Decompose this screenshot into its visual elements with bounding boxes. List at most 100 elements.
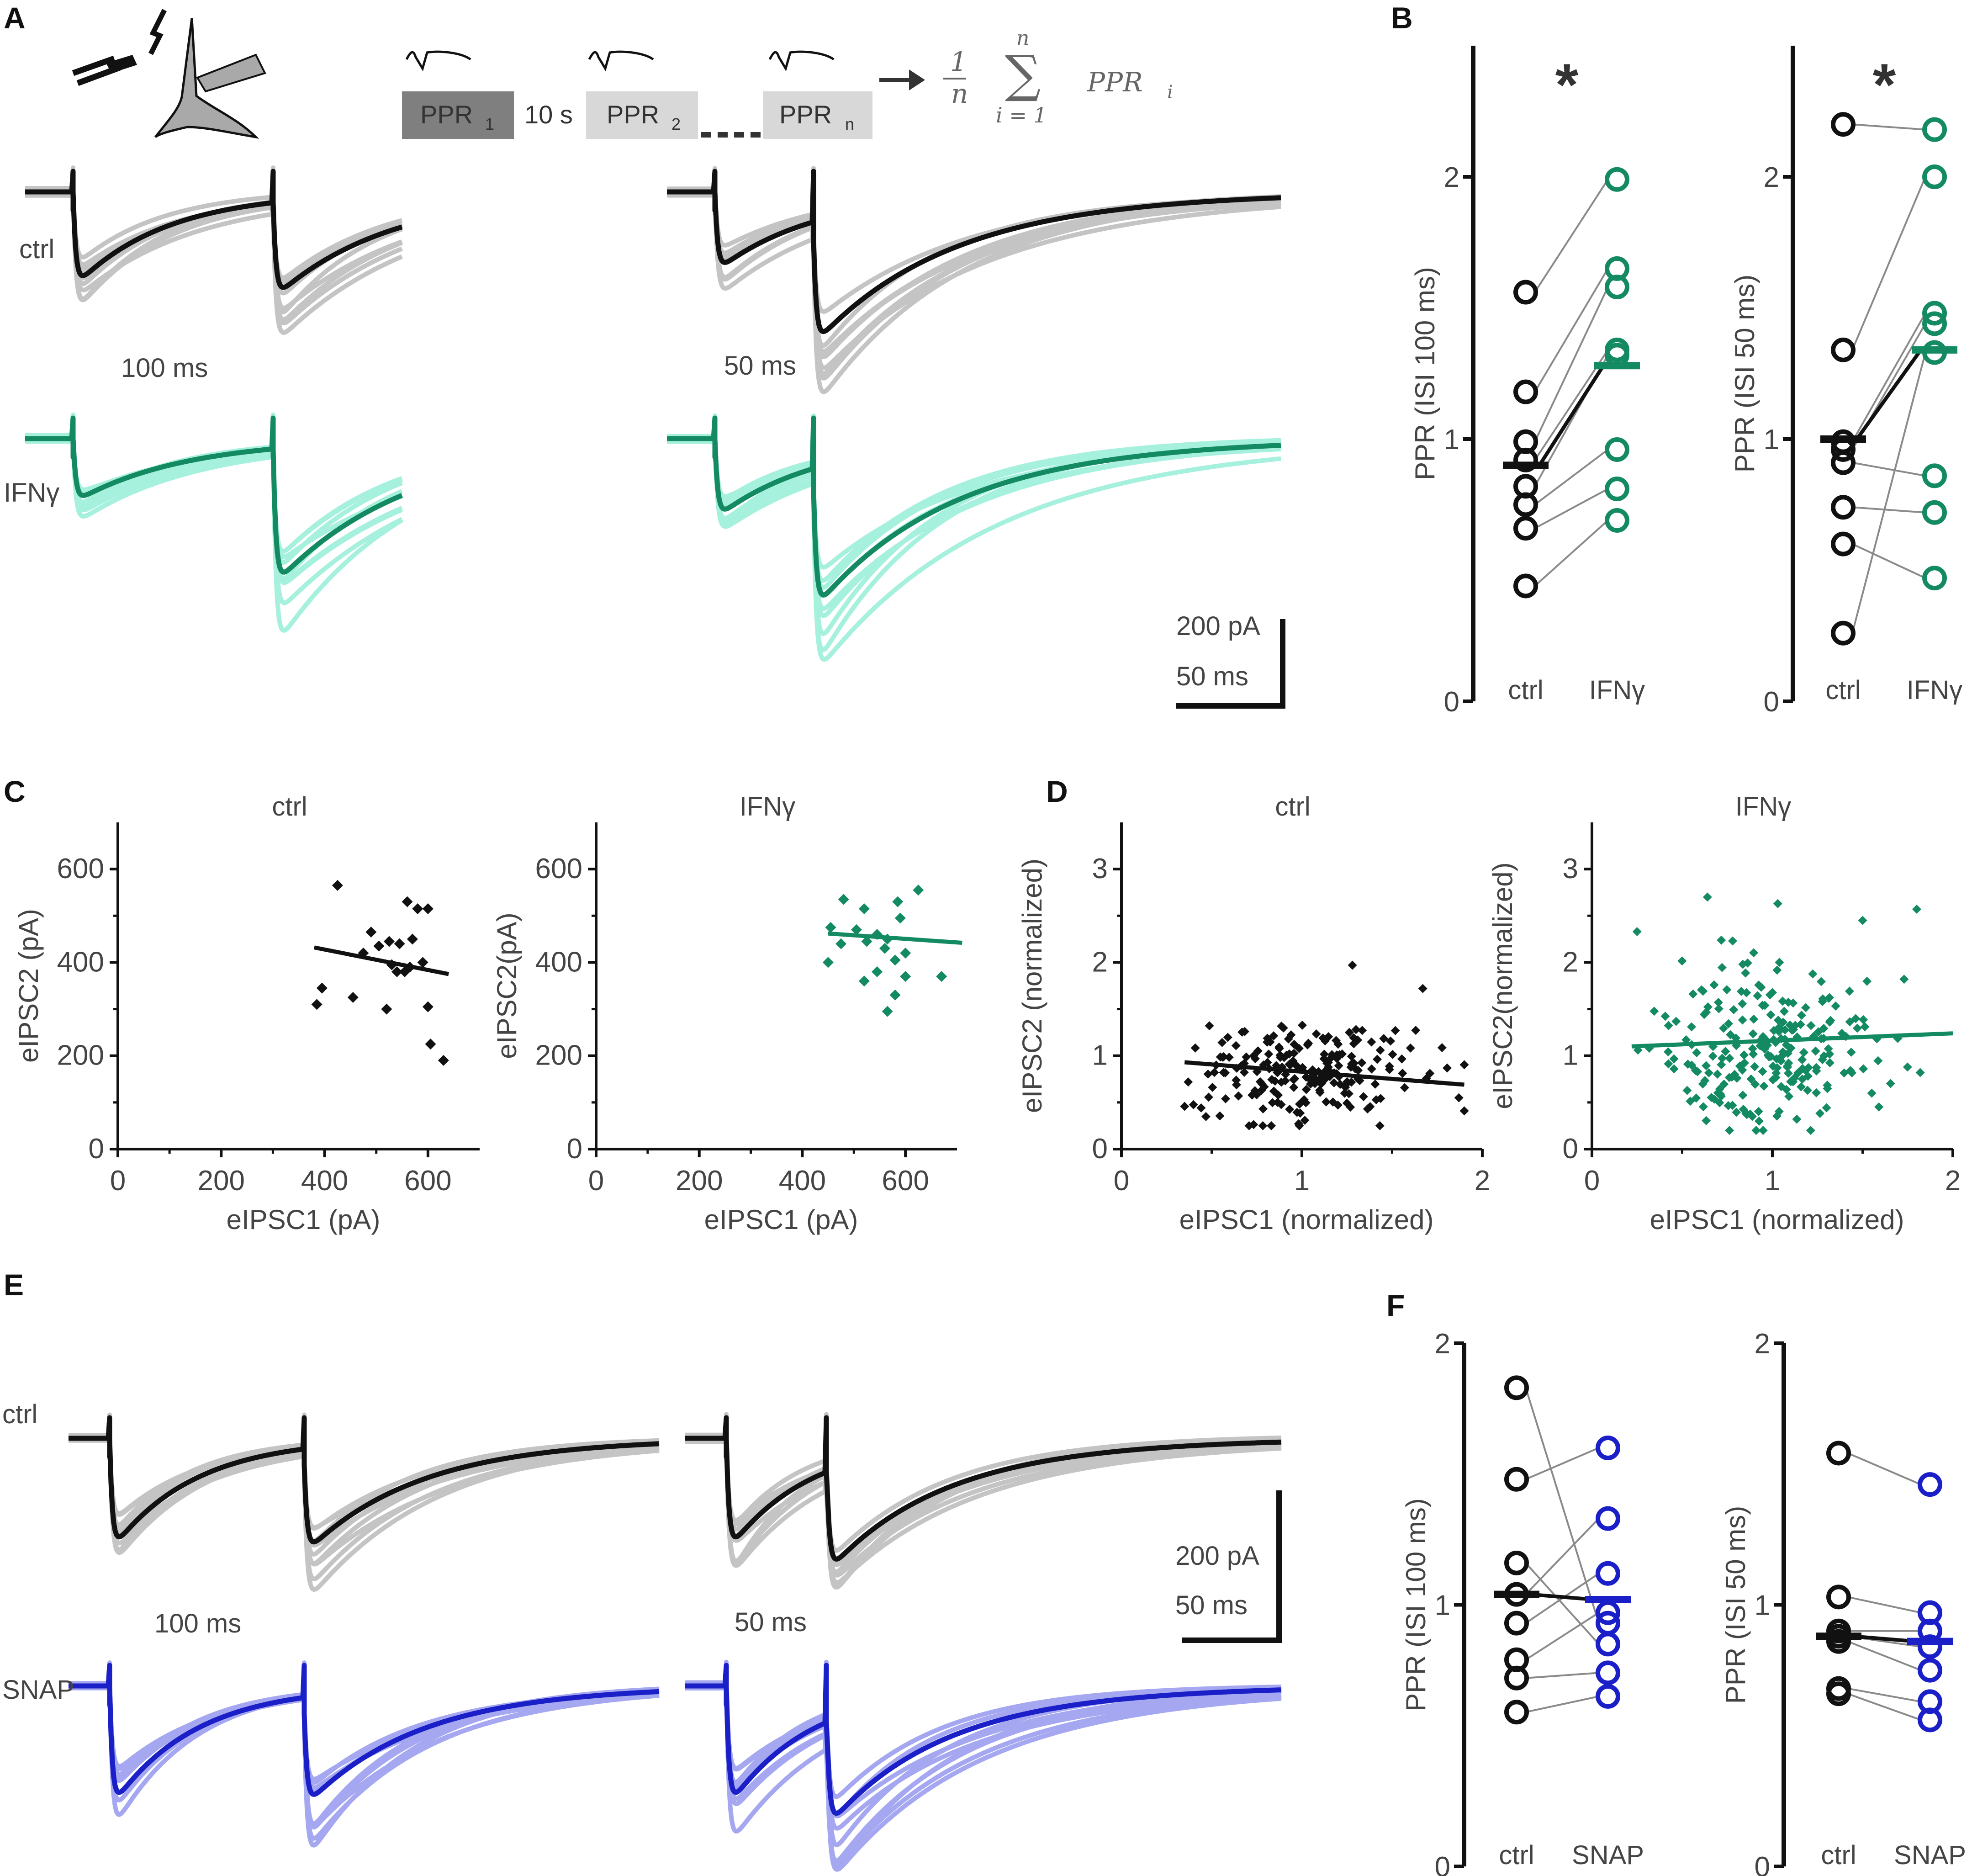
- panelD-point: [1386, 1036, 1396, 1046]
- panelD-point: [1269, 1031, 1279, 1041]
- panel-c: 0 200 400 600 0 200 400 600 ctrl eIPSC2 (pA) eIPSC…: [13, 792, 962, 1235]
- panelC-point: [825, 922, 836, 933]
- panelD-point: [1459, 1106, 1469, 1116]
- trace-a-ifn-100ms-trial: [24, 416, 403, 559]
- panelF-plot-0: 0 1 2 PPR (ISI 100 ms) ctrl SNAP: [1401, 1328, 1644, 1876]
- panelD-point: [1669, 1064, 1679, 1074]
- panelD-point: [1669, 1054, 1679, 1064]
- trace-a-ctrl-50ms-average: [666, 169, 1282, 334]
- trace-e-snap-50ms-trial: [684, 1664, 1282, 1872]
- panelC-point: [838, 894, 849, 905]
- ppr1-box: [402, 91, 514, 139]
- panelD-point: [1289, 1049, 1299, 1058]
- panelC-x-tick-label: 200: [676, 1165, 723, 1197]
- panelF-pair-line: [1525, 1695, 1599, 1713]
- panelD-point: [1772, 1054, 1782, 1064]
- formula-term-subscript: i: [1167, 82, 1173, 103]
- panelD-point: [1315, 1086, 1324, 1095]
- panelB-group-treat-0: IFNγ: [1589, 675, 1645, 705]
- panelB-y-tick-label-0: 1: [1444, 424, 1459, 456]
- panelB-pair-line: [1534, 519, 1609, 587]
- panelD-point: [1784, 1092, 1794, 1101]
- trace-a-ctrl-50ms-trial: [666, 167, 1282, 381]
- panelC-x-tick-label: 600: [882, 1165, 929, 1197]
- panelD-point: [1753, 991, 1762, 1001]
- protocol-diagram: PPR 1 10 s PPR 2 PPR n 1 n n ∑ i = 1 PPR…: [402, 26, 1173, 139]
- panelD-point: [1320, 1055, 1329, 1064]
- panelD-point: [1274, 1090, 1283, 1100]
- panelD-point: [1372, 1055, 1382, 1064]
- panelD-point: [1749, 1014, 1759, 1024]
- panelC-y-tick-label: 400: [57, 946, 104, 978]
- panelD-point: [1819, 1023, 1829, 1033]
- panelD-point: [1347, 1052, 1356, 1061]
- panelD-x-tick-label: 2: [1475, 1165, 1490, 1197]
- panelB-ctrl-point: [1513, 447, 1538, 472]
- panelD-point: [1660, 1012, 1670, 1021]
- panelD-point: [1831, 1001, 1840, 1011]
- panelD-y-tick-label: 3: [1092, 853, 1108, 885]
- panelD-point: [1717, 1060, 1726, 1070]
- protocol-interval: 10 s: [524, 100, 573, 129]
- panelB-pair-line: [1852, 123, 1926, 131]
- panelC-title-0: ctrl: [272, 792, 307, 821]
- panelD-point: [1273, 1097, 1282, 1107]
- panelB-treat-point: [1922, 311, 1947, 336]
- panelB-pair-line: [1852, 543, 1926, 579]
- panelD-point: [1300, 1116, 1310, 1125]
- panelB-ctrl-point: [1513, 516, 1538, 541]
- panelB-group-ctrl-1: ctrl: [1825, 675, 1861, 705]
- panelD-point: [1707, 1093, 1716, 1102]
- pprn-label: PPR: [779, 100, 832, 129]
- panelD-point: [1385, 1065, 1394, 1074]
- panelD-point: [1329, 1078, 1339, 1087]
- trace-e-snap-50ms-average: [684, 1663, 1283, 1816]
- panelD-point: [1899, 975, 1909, 984]
- panelD-point: [1783, 1068, 1793, 1078]
- panelD-point: [1397, 1054, 1406, 1064]
- panelD-point: [1862, 976, 1872, 986]
- scalebar-e: 200 pA 50 ms: [1175, 1490, 1282, 1643]
- panelD-point: [1267, 1121, 1276, 1130]
- trace-a-ifn-100ms-average: [24, 415, 403, 575]
- panelC-point: [381, 1003, 392, 1015]
- panelD-point: [1379, 1034, 1389, 1044]
- panelD-point: [1717, 935, 1726, 945]
- panelD-point: [1730, 1070, 1739, 1079]
- trace-a-ctrl-50ms-trial: [666, 170, 1282, 355]
- trace-a-ifn-50ms-trial: [666, 413, 1282, 583]
- panelB-y-tick-label-1: 0: [1764, 686, 1779, 718]
- panelD-point: [1367, 1037, 1376, 1047]
- panelD-point: [1718, 1054, 1727, 1063]
- panelD-point: [1306, 1079, 1315, 1089]
- panelD-point: [1664, 1059, 1673, 1069]
- panelC-point: [892, 896, 904, 907]
- panelF-pair-line: [1525, 1672, 1599, 1679]
- panelC-point: [894, 912, 906, 924]
- panelB-pair-line: [1852, 506, 1926, 514]
- trace-e-ctrl-100ms-trial: [68, 1417, 660, 1581]
- panelF-y-tick-label-0: 0: [1435, 1851, 1450, 1876]
- trace-e-snap-100ms: [67, 1660, 661, 1848]
- panelF-ctrl-point: [1504, 1467, 1529, 1492]
- panelC-y-tick-label: 200: [57, 1040, 104, 1071]
- panelD-point: [1714, 1004, 1724, 1013]
- panelB-mean-link: [1538, 365, 1605, 466]
- panelF-pair-line: [1847, 1640, 1921, 1671]
- panelD-y-tick-label: 2: [1092, 946, 1108, 978]
- panelD-point: [1349, 1033, 1359, 1043]
- panelB-treat-point: [1605, 167, 1629, 192]
- panelC-plot-0: 0 200 400 600 0 200 400 600 ctrl eIPSC2 (pA) eIPSC…: [13, 792, 480, 1235]
- panelF-ctrl-point: [1504, 1611, 1529, 1636]
- panelB-treat-point: [1922, 164, 1947, 189]
- panel-b: 0 1 2 PPR (ISI 100 ms) ctrl IFNγ * 0 1 2 PPR (ISI …: [1410, 46, 1962, 718]
- panelD-point: [1709, 980, 1719, 990]
- panelD-point: [1301, 1072, 1311, 1082]
- panelB-ctrl-point: [1831, 337, 1856, 362]
- panelD-point: [1664, 1021, 1673, 1030]
- panelD-point: [1239, 1067, 1249, 1077]
- panelD-point: [1823, 1081, 1832, 1090]
- panelD-point: [1778, 996, 1787, 1006]
- panelD-point: [1803, 1086, 1812, 1095]
- panelC-y-tick-label: 600: [535, 853, 582, 885]
